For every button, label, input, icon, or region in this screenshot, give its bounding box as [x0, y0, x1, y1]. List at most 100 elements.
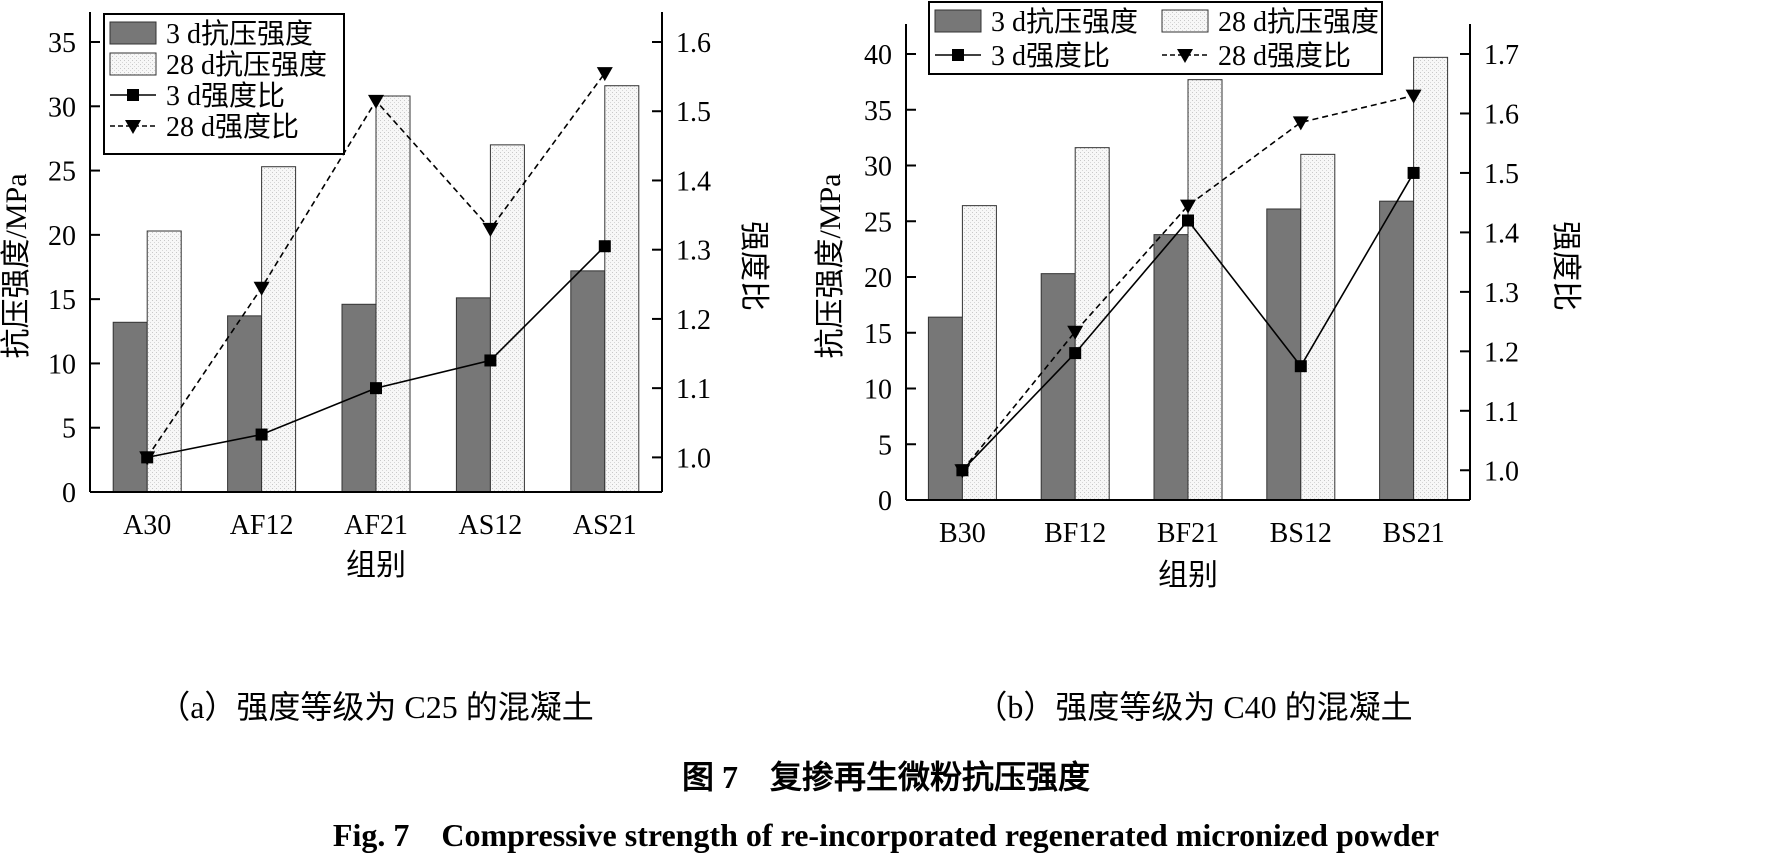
point-b-ratio-3d-BF21: [1182, 214, 1194, 227]
point-a-ratio-28d-A30: [139, 451, 156, 466]
legend-label-b: 28 d强度比: [1218, 40, 1351, 72]
y-tick-label-a: 5: [62, 414, 76, 445]
bar-b-3d-BS21: [1379, 200, 1415, 501]
point-a-ratio-28d-AS21: [596, 67, 613, 82]
y2-tick-label-a: 1.4: [676, 166, 711, 197]
point-a-ratio-28d-AS12: [482, 222, 499, 237]
y-tick-label-b: 25: [864, 207, 892, 238]
bar-a-3d-A30: [112, 321, 148, 493]
legend-swatch-a: [109, 52, 157, 76]
y-axis-title-b: 抗压强度/MPa: [814, 173, 847, 358]
chart-panel-a: 0 5 10 15 20 25 30 35 1.0 1.1 1.2 1.3 1.4 1.5 1.6 A30 AF…: [0, 12, 770, 582]
y-tick-label-a: 0: [62, 478, 76, 509]
subtitle-a: （a）强度等级为 C25 的混凝土: [158, 689, 594, 725]
y-tick-label-b: 5: [878, 430, 892, 461]
x-tick-label-a: AS21: [573, 510, 637, 541]
legend-label-b: 3 d抗压强度: [991, 6, 1138, 38]
legend-label-a: 3 d抗压强度: [166, 18, 313, 50]
bar-a-3d-AF12: [227, 315, 263, 493]
legend-swatch-b: [934, 9, 982, 33]
y2-tick-label-a: 1.2: [676, 305, 711, 336]
bar-b-28d-B30: [961, 205, 997, 501]
bar-a-3d-AF21: [341, 303, 377, 493]
point-a-ratio-3d-AF21: [370, 382, 382, 395]
legend-marker-a: [125, 120, 141, 134]
point-b-ratio-3d-BS21: [1407, 166, 1420, 179]
figure-caption-en: Fig. 7 Compressive strength of re-incorp…: [333, 817, 1439, 853]
bar-a-28d-AS21: [604, 85, 640, 493]
legend-label-a: 28 d强度比: [166, 111, 299, 143]
y2-tick-label-b: 1.3: [1484, 278, 1519, 309]
y2-tick-label-a: 1.0: [676, 443, 711, 474]
x-axis-title-b: 组别: [1158, 559, 1218, 592]
y2-axis-title-a: 强度比: [737, 221, 770, 311]
legend-marker-b: [1177, 49, 1193, 63]
y2-tick-label-b: 1.5: [1484, 159, 1519, 190]
bar-b-3d-BF21: [1153, 234, 1189, 501]
x-tick-label-a: AF12: [230, 510, 294, 541]
x-tick-label-b: B30: [939, 518, 986, 549]
y2-tick-label-b: 1.0: [1484, 456, 1519, 487]
bar-b-28d-BS12: [1300, 153, 1336, 501]
x-tick-label-b: BF21: [1157, 518, 1219, 549]
y2-tick-label-b: 1.7: [1484, 40, 1519, 71]
y-tick-label-b: 35: [864, 96, 892, 127]
legend-box-b: [928, 1, 1383, 75]
point-b-ratio-28d-BF21: [1180, 199, 1196, 214]
point-b-ratio-28d-BS12: [1292, 116, 1309, 131]
bar-b-3d-BS12: [1266, 208, 1302, 501]
y2-tick-label-a: 1.5: [676, 97, 711, 128]
bar-b-28d-BS21: [1413, 56, 1449, 501]
point-a-ratio-28d-AF21: [368, 94, 384, 109]
y2-tick-label-b: 1.2: [1484, 337, 1519, 368]
y-axis-title-a: 抗压强度/MPa: [0, 173, 33, 358]
point-b-ratio-3d-BF12: [1069, 347, 1082, 360]
point-a-ratio-3d-AS12: [484, 354, 497, 367]
y-tick-label-b: 30: [864, 152, 892, 183]
bar-a-28d-AF12: [261, 166, 297, 493]
legend-label-a: 3 d强度比: [166, 80, 285, 112]
bar-b-28d-BF21: [1187, 79, 1223, 501]
x-axis-title-a: 组别: [346, 549, 406, 582]
legend-label-b: 3 d强度比: [991, 40, 1110, 72]
y-tick-label-b: 40: [864, 40, 892, 71]
x-tick-label-a: AF21: [344, 510, 408, 541]
x-tick-label-b: BS12: [1270, 518, 1332, 549]
y-tick-label-a: 35: [48, 28, 76, 59]
legend-b: 3 d抗压强度 28 d抗压强度 3 d强度比 28 d强度比: [928, 1, 1383, 75]
legend-marker-a: [127, 89, 139, 101]
point-a-ratio-3d-AS21: [598, 240, 611, 253]
bar-a-28d-AF21: [375, 95, 411, 493]
point-a-ratio-28d-AF12: [253, 281, 270, 296]
y-tick-label-a: 30: [48, 92, 76, 123]
bar-b-28d-BF12: [1074, 147, 1110, 501]
chart-panel-b: 0 5 10 15 20 25 30 35 40 1.0 1.1 1.2 1.3 1.4 1.5 1.6 1.7…: [814, 1, 1582, 592]
y2-tick-label-a: 1.6: [676, 28, 711, 59]
y-tick-label-a: 20: [48, 221, 76, 252]
point-b-ratio-28d-B30: [954, 464, 971, 479]
bar-b-3d-BF12: [1040, 273, 1076, 501]
legend-swatch-a: [109, 21, 157, 45]
y2-tick-label-b: 1.6: [1484, 99, 1519, 130]
x-tick-label-b: BS21: [1382, 518, 1444, 549]
x-tick-label-a: A30: [123, 510, 171, 541]
bar-a-3d-AS21: [570, 270, 606, 493]
point-b-ratio-3d-BS12: [1294, 360, 1307, 373]
y-tick-label-b: 15: [864, 319, 892, 350]
y-tick-label-b: 10: [864, 375, 892, 406]
y2-tick-label-a: 1.3: [676, 236, 711, 267]
x-tick-label-b: BF12: [1044, 518, 1106, 549]
bar-a-28d-AS12: [489, 144, 525, 493]
point-b-ratio-28d-BF12: [1067, 325, 1084, 340]
y-tick-label-a: 15: [48, 285, 76, 316]
y2-axis-title-b: 强度比: [1549, 221, 1582, 311]
y-tick-label-b: 0: [878, 486, 892, 517]
point-b-ratio-28d-BS21: [1405, 89, 1422, 104]
legend-swatch-b: [1161, 9, 1209, 33]
y2-tick-label-b: 1.4: [1484, 218, 1519, 249]
x-tick-label-a: AS12: [459, 510, 523, 541]
bar-a-3d-AS12: [455, 297, 491, 493]
legend-label-a: 28 d抗压强度: [166, 49, 327, 81]
